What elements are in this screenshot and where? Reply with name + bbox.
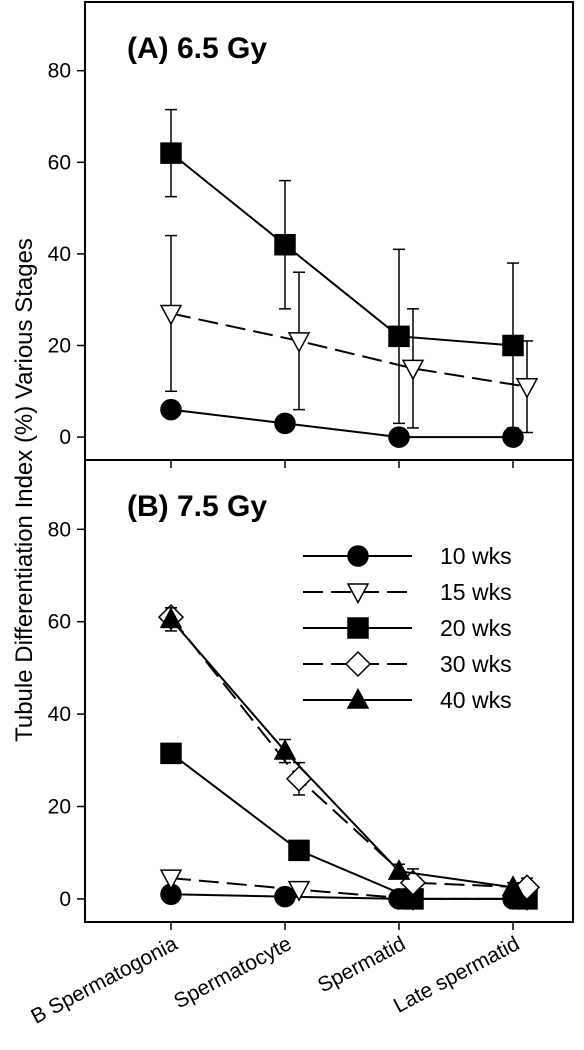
- panel-frame: [84, 459, 574, 923]
- y-tick-label: 60: [48, 151, 71, 174]
- data-point: [288, 839, 310, 862]
- legend-entry: 40 wks: [303, 687, 512, 713]
- x-tick-label: Spermatocyte: [170, 932, 295, 1013]
- series-line: [170, 616, 528, 889]
- legend-label: 30 wks: [440, 651, 512, 677]
- legend-entry: 20 wks: [303, 615, 512, 641]
- panel-label: (A) 6.5 Gy: [127, 32, 267, 65]
- legend-marker: [344, 650, 372, 678]
- y-axis-label: Tubule Differentiation Index (%) Various…: [11, 238, 38, 742]
- data-point: [159, 304, 183, 326]
- y-tick-label: 80: [48, 518, 71, 541]
- data-point: [160, 142, 182, 164]
- data-point: [274, 885, 296, 908]
- legend-entry: 10 wks: [303, 543, 512, 569]
- data-point: [274, 412, 296, 435]
- data-point: [388, 426, 410, 448]
- legend-marker: [347, 617, 369, 639]
- x-tick-label: Spermatid: [314, 932, 409, 997]
- panel-frame: [84, 1, 574, 461]
- legend-marker: [347, 545, 369, 567]
- series-line: [170, 752, 527, 900]
- y-tick-label: 0: [59, 426, 71, 449]
- panel-label: (B) 7.5 Gy: [127, 490, 267, 523]
- legend-entry: 30 wks: [303, 650, 512, 678]
- y-tick-label: 40: [48, 703, 71, 726]
- data-point: [401, 359, 425, 381]
- series-10-wks: [160, 883, 524, 910]
- data-point: [502, 426, 524, 448]
- data-point: [387, 859, 411, 880]
- y-tick-label: 40: [48, 243, 71, 266]
- y-tick-label: 60: [48, 611, 71, 634]
- data-point: [159, 869, 183, 891]
- series-40-wks: [159, 607, 525, 897]
- legend: 10 wks 15 wks 20 wks 30 wks 40 wks: [303, 543, 512, 713]
- data-point: [502, 334, 524, 357]
- data-point: [501, 875, 525, 897]
- series-line: [170, 152, 514, 347]
- panel-b: 0 20 40 60 80 (B) 7.5 Gy: [48, 459, 574, 930]
- legend-entry: 15 wks: [303, 579, 512, 605]
- legend-label: 20 wks: [440, 615, 512, 641]
- data-point: [160, 742, 182, 765]
- legend-label: 40 wks: [440, 687, 512, 713]
- series-line: [170, 408, 513, 439]
- data-point: [287, 332, 311, 353]
- legend-marker: [346, 687, 370, 709]
- panel-a: 0 20 40 60 80 (A) 6.5 Gy: [48, 1, 574, 468]
- data-point: [273, 738, 297, 760]
- y-tick-label: 80: [48, 60, 71, 83]
- series-15-wks: [159, 869, 539, 911]
- x-tick-label: B Spermatogonia: [27, 932, 181, 1029]
- series-line: [170, 312, 528, 388]
- series-20-wks: [160, 742, 538, 910]
- series-20-wks: [160, 108, 524, 429]
- series-15-wks: [159, 234, 539, 434]
- panels-group: 0 20 40 60 80 (A) 6.5 Gy 0 20 40 60 80 (B) 7.5 Gy: [48, 1, 574, 930]
- y-tick-label: 0: [59, 888, 71, 911]
- y-tick-label: 20: [48, 796, 71, 819]
- data-point: [160, 398, 182, 421]
- data-point: [287, 880, 311, 902]
- x-tick-label: Late spermatid: [390, 932, 523, 1018]
- legend-marker: [346, 583, 370, 605]
- data-point: [515, 377, 539, 399]
- data-point: [388, 325, 410, 348]
- data-point: [285, 765, 313, 792]
- series-10-wks: [160, 398, 524, 448]
- legend-label: 10 wks: [440, 543, 512, 569]
- series-30-wks: [157, 604, 541, 901]
- data-point: [274, 233, 296, 256]
- legend-label: 15 wks: [440, 579, 512, 605]
- data-point: [159, 607, 183, 629]
- series-line: [170, 618, 514, 889]
- y-tick-label: 20: [48, 335, 71, 358]
